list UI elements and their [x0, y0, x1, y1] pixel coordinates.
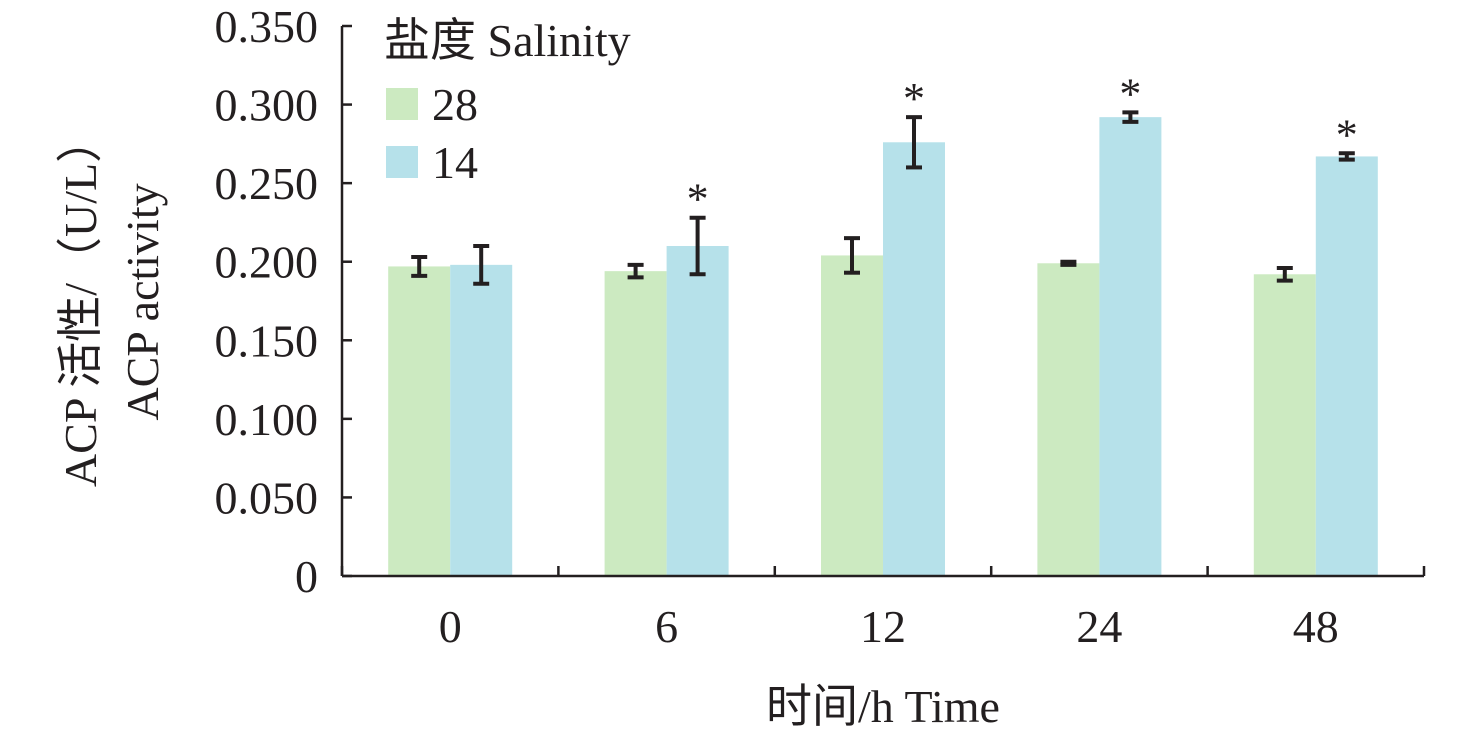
significance-star-24: * [1119, 69, 1141, 118]
legend-item-28: 28 [386, 79, 478, 130]
bar-s28-48 [1253, 274, 1316, 576]
y-tick-label: 0.150 [215, 315, 319, 366]
legend-label: 28 [432, 79, 478, 130]
bar-s14-24 [1099, 117, 1162, 577]
axes-layer: 0 0.050 0.100 0.150 0.200 0.250 0.300 0.350 0 6 12… [55, 1, 1426, 732]
x-tick-label: 6 [655, 601, 678, 652]
error-bar-s14-24 [1122, 110, 1139, 124]
bar-s28-0 [388, 266, 451, 576]
error-bar-s28-0 [411, 255, 428, 278]
error-bar-s28-24 [1060, 259, 1077, 267]
x-axis-title: 时间/h Time [766, 681, 1000, 732]
legend-swatch [386, 146, 418, 178]
bar-s14-12 [883, 142, 945, 577]
error-bar-s14-48 [1338, 151, 1355, 162]
legend-label: 14 [432, 137, 478, 188]
error-bar-s28-12 [844, 236, 860, 275]
y-axis-title-line-2: ACP activity [117, 183, 168, 420]
error-bar-s28-6 [627, 262, 644, 280]
bar-s28-24 [1037, 263, 1100, 576]
y-tick-label: 0 [295, 551, 318, 602]
bar-s14-0 [450, 264, 513, 576]
y-tick-label: 0.250 [215, 158, 319, 209]
y-tick-label: 0.350 [215, 1, 319, 52]
y-axis-title: ACP 活性/（U/L） ACP activity [55, 117, 168, 487]
bar-s14-48 [1315, 156, 1378, 576]
y-tick-label: 0.050 [215, 472, 319, 523]
significance-star-48: * [1336, 110, 1358, 159]
error-bar-s28-48 [1276, 266, 1293, 283]
error-bar-s14-12 [906, 115, 922, 170]
y-tick-label: 0.300 [215, 80, 319, 131]
x-tick-label: 12 [860, 601, 906, 652]
y-axis-title-line-1: ACP 活性/（U/L） [55, 117, 106, 487]
x-tick-label: 48 [1293, 601, 1339, 652]
y-tick-label: 0.200 [215, 237, 319, 288]
significance-star-12: * [903, 74, 925, 123]
y-tick-label: 0.100 [215, 394, 319, 445]
significance-star-6: * [687, 175, 709, 224]
bars-layer [388, 117, 1378, 577]
x-tick-label: 24 [1076, 601, 1122, 652]
error-bars-layer [411, 110, 1355, 286]
bar-s28-6 [604, 271, 667, 576]
bar-s28-12 [821, 255, 883, 576]
legend-swatch [386, 88, 418, 120]
x-tick-label: 0 [439, 601, 462, 652]
bar-s14-6 [666, 246, 729, 576]
legend-item-14: 14 [386, 137, 478, 188]
legend: 盐度 Salinity 28 14 [384, 15, 631, 188]
error-bar-s14-6 [689, 215, 706, 277]
error-bar-s14-0 [473, 244, 490, 286]
significance-layer: * * * * [687, 69, 1358, 223]
legend-title: 盐度 Salinity [384, 15, 631, 66]
